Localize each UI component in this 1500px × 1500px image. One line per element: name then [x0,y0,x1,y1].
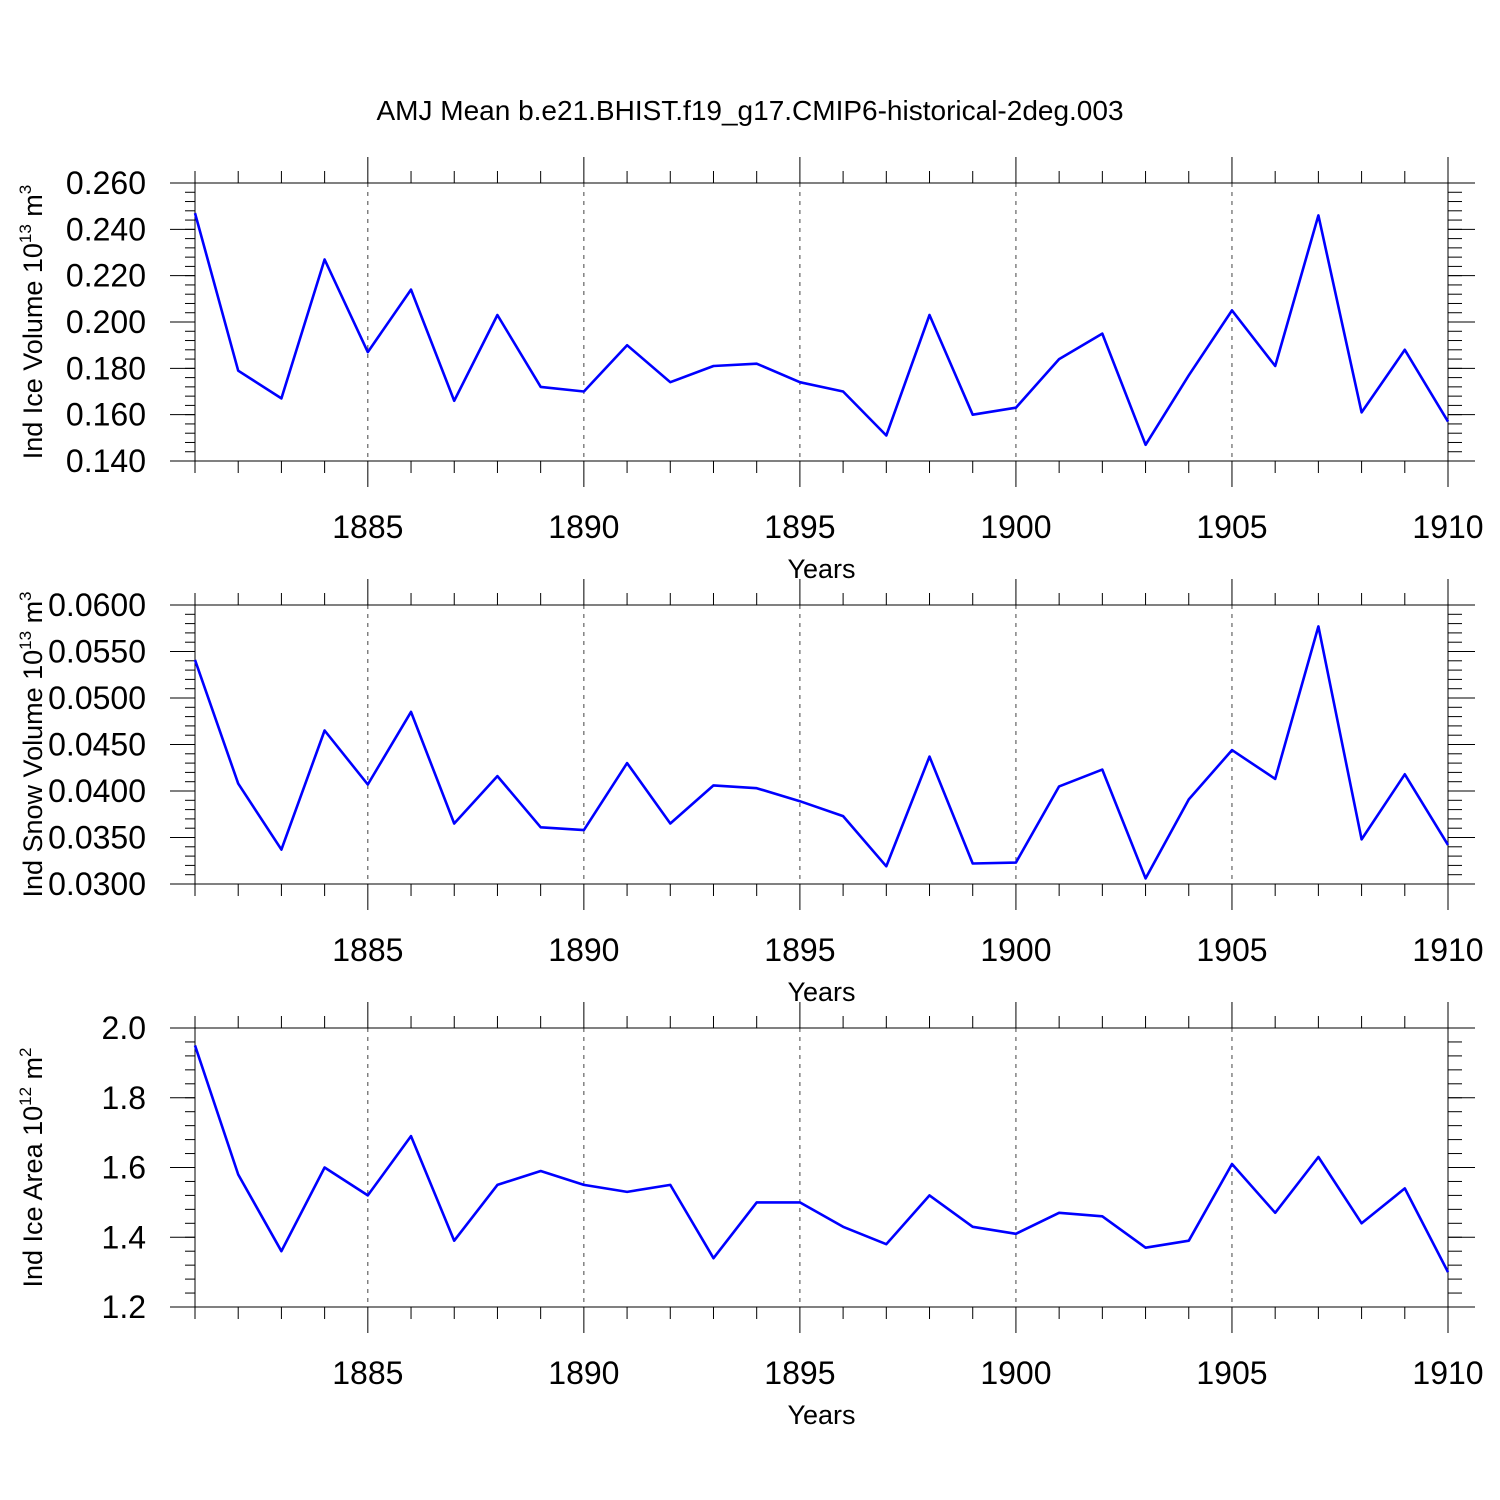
x-tick-label: 1900 [980,509,1051,545]
y-axis-label-exponent: 12 [16,1087,35,1106]
y-axis-label-unit-exponent: 3 [16,591,35,600]
x-tick-label: 1890 [548,509,619,545]
y-tick-label: 0.0600 [48,587,146,623]
y-axis-label-main: Ind Snow Volume 10 [18,650,48,898]
series-line-snow-volume [193,625,1450,880]
y-axis-label-main: Ind Ice Area 10 [18,1106,48,1288]
y-tick-label: 0.160 [66,397,146,433]
y-tick-label: 0.0400 [48,773,146,809]
y-axis-label: Ind Snow Volume 1013 m3 [16,591,48,897]
x-tick-label: 1910 [1412,509,1483,545]
panel-ice-area: 1.2 1.4 1.6 1.8 2.0 1885 1890 1895 1900 1905 1910 Y… [16,1002,1484,1430]
y-axis-label-unit-exponent: 3 [16,185,35,194]
y-tick-label: 0.0550 [48,634,146,670]
x-tick-label: 1895 [764,509,835,545]
chart-title: AMJ Mean b.e21.BHIST.f19_g17.CMIP6-histo… [376,95,1123,126]
y-axis-label-unit-exponent: 2 [16,1047,35,1056]
x-tick-label: 1900 [980,932,1051,968]
y-tick-label: 0.180 [66,350,146,386]
y-tick-label: 0.140 [66,443,146,479]
x-axis-label: Years [787,977,855,1007]
y-tick-label: 2.0 [102,1010,146,1046]
y-axis-label-unit: m [18,194,48,224]
y-axis-label-exponent: 13 [16,224,35,243]
x-tick-label: 1910 [1412,1355,1483,1391]
x-axis-label: Years [787,554,855,584]
x-tick-label: 1890 [548,1355,619,1391]
x-tick-label: 1905 [1196,1355,1267,1391]
x-tick-label: 1890 [548,932,619,968]
x-tick-label: 1910 [1412,932,1483,968]
x-tick-label: 1905 [1196,509,1267,545]
y-tick-label: 0.0450 [48,727,146,763]
y-tick-label: 1.2 [102,1289,146,1325]
y-tick-label: 1.6 [102,1150,146,1186]
series-line-ice-volume [193,212,1450,447]
y-tick-label: 0.260 [66,165,146,201]
x-tick-label: 1895 [764,932,835,968]
series-line-ice-area [193,1044,1450,1273]
y-tick-label: 0.0300 [48,866,146,902]
y-tick-label: 0.240 [66,211,146,247]
y-tick-label: 0.0350 [48,820,146,856]
x-tick-label: 1895 [764,1355,835,1391]
y-tick-label: 1.4 [102,1219,146,1255]
y-axis-label: Ind Ice Area 1012 m2 [16,1047,48,1287]
panel-ice-volume: 0.140 0.160 0.180 0.200 0.220 0.240 0.260 1885 1… [16,157,1484,584]
x-tick-label: 1900 [980,1355,1051,1391]
y-axis-label-exponent: 13 [16,631,35,650]
x-tick-label: 1905 [1196,932,1267,968]
y-tick-label: 1.8 [102,1080,146,1116]
y-tick-label: 0.0500 [48,680,146,716]
x-axis-label: Years [787,1400,855,1430]
y-tick-label: 0.200 [66,304,146,340]
x-tick-label: 1885 [332,1355,403,1391]
x-tick-label: 1885 [332,509,403,545]
y-tick-label: 0.220 [66,258,146,294]
y-axis-label-main: Ind Ice Volume 10 [18,243,48,459]
panel-snow-volume: 0.0300 0.0350 0.0400 0.0450 0.0500 0.0550 0.06… [16,579,1484,1007]
y-axis-label-unit: m [18,601,48,631]
y-axis-label: Ind Ice Volume 1013 m3 [16,185,48,460]
y-axis-label-unit: m [18,1057,48,1087]
x-tick-label: 1885 [332,932,403,968]
